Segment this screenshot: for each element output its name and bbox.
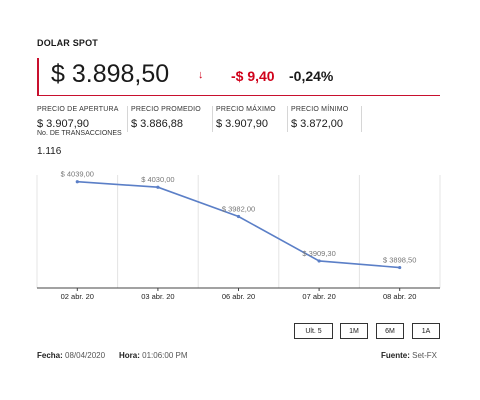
stat-value: $ 3.872,00: [291, 118, 343, 130]
data-label: $ 4039,00: [61, 170, 94, 179]
stat-opening-price: PRECIO DE APERTURA $ 3.907,90: [37, 106, 119, 133]
x-tick-label: 07 abr. 20: [302, 292, 335, 301]
x-tick-label: 02 abr. 20: [61, 292, 94, 301]
data-point: [75, 180, 79, 184]
date-label: Fecha:: [37, 351, 63, 360]
stat-average-price: PRECIO PROMEDIO $ 3.886,88: [131, 106, 201, 133]
x-tick-label: 08 abr. 20: [383, 292, 416, 301]
price-change: -$ 9,40: [231, 68, 275, 84]
footer-time: Hora: 01:06:00 PM: [119, 351, 188, 360]
source-value: Set-FX: [412, 351, 438, 360]
data-label: $ 4030,00: [141, 175, 174, 184]
time-value: 01:06:00 PM: [142, 351, 188, 360]
stat-value: $ 3.886,88: [131, 118, 183, 130]
footer-date: Fecha: 08/04/2020: [37, 351, 105, 360]
chart-x-ticks: 02 abr. 20 03 abr. 20 06 abr. 20 07 abr. 20…: [61, 288, 416, 301]
arrow-down-icon: ↓: [198, 69, 204, 81]
data-label: $ 3982,00: [222, 205, 255, 214]
range-button-1a[interactable]: 1A: [412, 323, 440, 339]
stat-label: PRECIO DE APERTURA: [37, 106, 119, 113]
stat-divider: [287, 106, 288, 132]
range-button-6m[interactable]: 6M: [376, 323, 404, 339]
stat-value: $ 3.907,90: [37, 118, 89, 130]
stat-divider: [361, 106, 362, 132]
stat-max-price: PRECIO MÁXIMO $ 3.907,90: [216, 106, 276, 133]
stat-divider: [212, 106, 213, 132]
time-label: Hora:: [119, 351, 140, 360]
range-button-last-5[interactable]: Ult. 5: [294, 323, 333, 339]
transactions-value: 1.116: [37, 146, 62, 157]
footer-source: Fuente: Set-FX: [381, 351, 437, 360]
stat-divider: [127, 106, 128, 132]
stat-label: PRECIO MÁXIMO: [216, 106, 276, 113]
chart-data-labels: $ 4039,00 $ 4030,00 $ 3982,00 $ 3909,30 $ 38…: [61, 170, 417, 265]
data-point: [317, 259, 321, 263]
data-point: [156, 185, 160, 189]
data-label: $ 3898,50: [383, 256, 416, 265]
data-point: [398, 265, 402, 270]
chart-series: [77, 180, 400, 269]
current-price: $ 3.898,50: [51, 60, 170, 88]
x-tick-label: 03 abr. 20: [141, 292, 174, 301]
stat-value: $ 3.907,90: [216, 118, 268, 130]
price-panel: $ 3.898,50 ↓ -$ 9,40 -0,24%: [37, 58, 440, 96]
data-label: $ 3909,30: [302, 249, 335, 258]
series-line: [77, 180, 400, 269]
stat-label: PRECIO MÍNIMO: [291, 106, 349, 113]
data-point: [236, 214, 241, 219]
transactions-label: No. DE TRANSACCIONES: [37, 130, 122, 137]
date-value: 08/04/2020: [65, 351, 106, 360]
chart-grid: [36, 175, 441, 288]
source-label: Fuente:: [381, 351, 410, 360]
x-tick-label: 06 abr. 20: [222, 292, 255, 301]
chart-points: [75, 180, 402, 270]
stat-label: PRECIO PROMEDIO: [131, 106, 201, 113]
range-button-1m[interactable]: 1M: [340, 323, 368, 339]
price-change-percent: -0,24%: [289, 68, 334, 84]
stat-min-price: PRECIO MÍNIMO $ 3.872,00: [291, 106, 348, 133]
page-title: DOLAR SPOT: [37, 38, 99, 48]
